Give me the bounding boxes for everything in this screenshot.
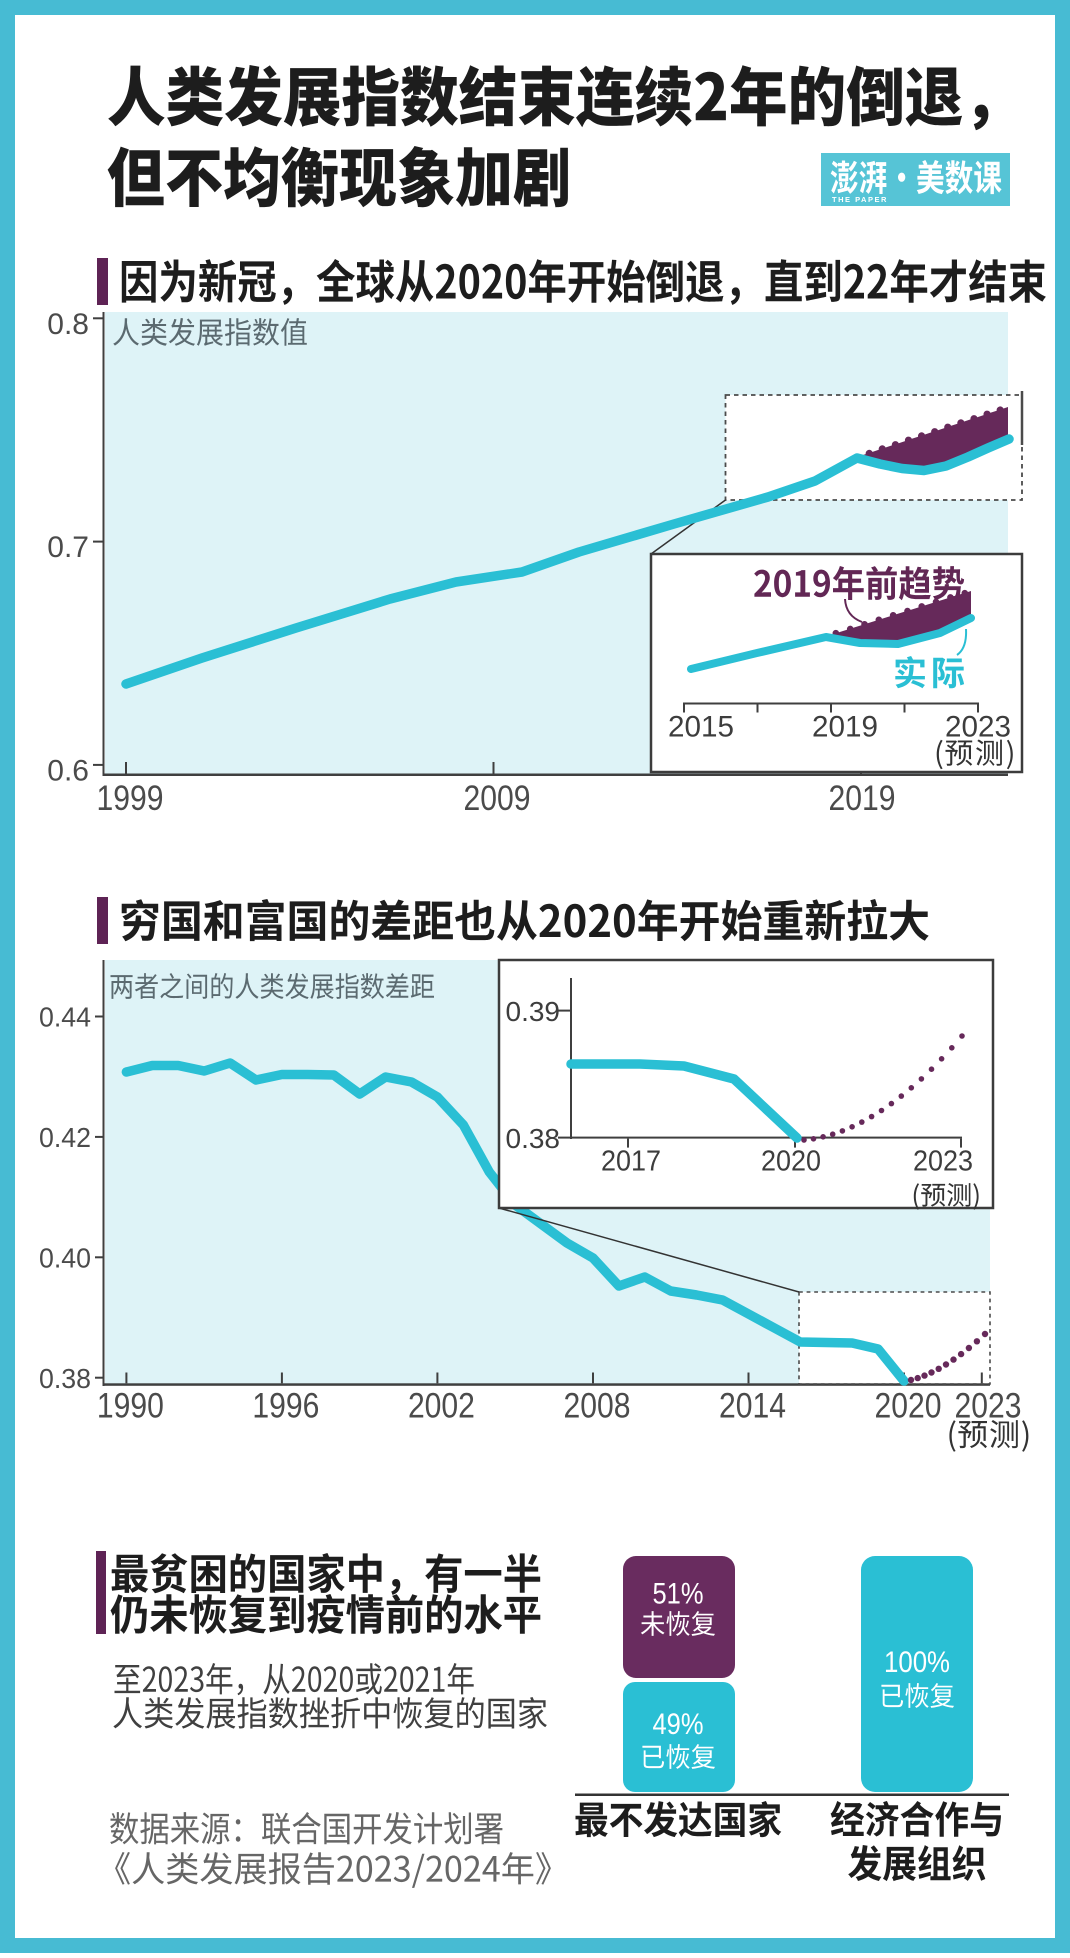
svg-text:1999: 1999 bbox=[97, 779, 164, 818]
svg-text:2017: 2017 bbox=[601, 1146, 661, 1178]
svg-text:0.44: 0.44 bbox=[39, 1002, 91, 1033]
svg-text:THE PAPER: THE PAPER bbox=[832, 195, 888, 204]
svg-text:0.8: 0.8 bbox=[47, 308, 89, 341]
svg-text:2023: 2023 bbox=[955, 1387, 1022, 1426]
svg-text:2020: 2020 bbox=[875, 1387, 942, 1426]
svg-text:2009: 2009 bbox=[464, 779, 531, 818]
svg-text:2002: 2002 bbox=[408, 1387, 475, 1426]
svg-text:2008: 2008 bbox=[563, 1387, 630, 1426]
svg-text:2023: 2023 bbox=[945, 711, 1011, 744]
svg-text:0.6: 0.6 bbox=[47, 754, 89, 787]
svg-text:0.39: 0.39 bbox=[506, 996, 561, 1027]
svg-text:0.7: 0.7 bbox=[47, 531, 89, 564]
svg-text:2019: 2019 bbox=[812, 711, 878, 744]
svg-text:51%: 51% bbox=[653, 1578, 704, 1611]
svg-text:0.40: 0.40 bbox=[39, 1243, 91, 1274]
svg-text:1996: 1996 bbox=[252, 1387, 319, 1426]
svg-text:0.38: 0.38 bbox=[39, 1363, 91, 1394]
svg-text:2015: 2015 bbox=[668, 711, 734, 744]
svg-text:0.38: 0.38 bbox=[506, 1123, 561, 1154]
svg-text:2014: 2014 bbox=[719, 1387, 786, 1426]
svg-text:0.42: 0.42 bbox=[39, 1122, 91, 1153]
svg-text:1990: 1990 bbox=[97, 1387, 164, 1426]
svg-text:49%: 49% bbox=[653, 1708, 704, 1741]
svg-text:100%: 100% bbox=[884, 1646, 950, 1679]
svg-text:2023: 2023 bbox=[913, 1146, 973, 1178]
svg-text:2020: 2020 bbox=[761, 1146, 821, 1178]
svg-text:2019: 2019 bbox=[829, 779, 896, 818]
